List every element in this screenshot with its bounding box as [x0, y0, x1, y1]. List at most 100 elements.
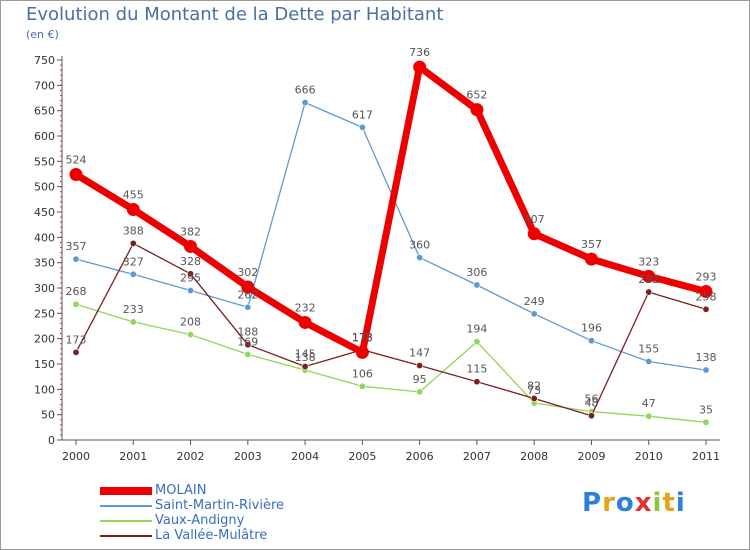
series-line — [75, 303, 707, 423]
data-label: 138 — [696, 351, 717, 364]
data-label: 48 — [584, 397, 598, 410]
y-tick-label: 550 — [34, 155, 55, 168]
x-tick-label: 2006 — [406, 450, 434, 463]
data-point — [244, 350, 252, 358]
data-point — [416, 388, 424, 396]
legend-swatch — [100, 520, 152, 522]
y-tick-label: 100 — [34, 383, 55, 396]
data-label: 617 — [352, 108, 373, 121]
data-label: 178 — [352, 331, 373, 344]
x-tick-label: 2000 — [62, 450, 90, 463]
data-point — [642, 269, 656, 283]
data-label: 360 — [409, 239, 430, 252]
x-tick-label: 2003 — [234, 450, 262, 463]
data-label: 262 — [237, 288, 258, 301]
data-label: 169 — [237, 335, 258, 348]
data-label: 47 — [642, 397, 656, 410]
data-point — [527, 227, 541, 241]
data-label: 357 — [66, 240, 87, 253]
data-label: 173 — [66, 333, 87, 346]
data-label: 95 — [413, 373, 427, 386]
data-label: 292 — [638, 273, 659, 286]
data-point — [413, 60, 427, 74]
data-label: 155 — [638, 342, 659, 355]
data-point — [416, 254, 424, 262]
x-tick-label: 2005 — [348, 450, 376, 463]
data-point — [72, 300, 80, 308]
data-point — [530, 394, 538, 402]
legend-swatch — [100, 505, 152, 507]
data-label: 323 — [638, 255, 659, 268]
data-point — [129, 239, 137, 247]
data-label: 73 — [527, 384, 541, 397]
data-point — [301, 99, 309, 107]
data-point — [702, 418, 710, 426]
y-tick-label: 650 — [34, 105, 55, 118]
x-tick-label: 2002 — [177, 450, 205, 463]
data-point — [358, 123, 366, 131]
data-label: 188 — [237, 326, 258, 339]
data-label: 455 — [123, 188, 144, 201]
data-point — [702, 366, 710, 374]
data-point — [473, 281, 481, 289]
data-point — [184, 239, 198, 253]
y-tick-label: 350 — [34, 257, 55, 270]
y-tick-label: 50 — [41, 409, 55, 422]
data-label: 302 — [237, 266, 258, 279]
y-tick-label: 0 — [48, 434, 55, 447]
proxiti-logo: Proxiti — [582, 488, 686, 518]
data-label: 293 — [696, 271, 717, 284]
data-label: 382 — [180, 225, 201, 238]
data-label: 268 — [66, 285, 87, 298]
data-point — [587, 412, 595, 420]
data-label: 233 — [123, 303, 144, 316]
chart-title: Evolution du Montant de la Dette par Hab… — [26, 4, 444, 25]
legend-label: La Vallée-Mulâtre — [155, 528, 268, 543]
data-point — [298, 315, 312, 329]
data-point — [129, 318, 137, 326]
data-point — [645, 412, 653, 420]
y-tick-label: 750 — [34, 54, 55, 67]
data-label: 232 — [295, 301, 316, 314]
data-point — [473, 378, 481, 386]
data-point — [470, 103, 484, 117]
y-tick-label: 200 — [34, 333, 55, 346]
data-label: 249 — [524, 295, 545, 308]
data-point — [530, 310, 538, 318]
legend-label: Vaux-Andigny — [155, 513, 245, 528]
data-point — [301, 363, 309, 371]
data-label: 145 — [295, 348, 316, 361]
data-label: 56 — [584, 393, 598, 406]
data-point — [241, 280, 255, 294]
data-point — [645, 288, 653, 296]
data-point — [355, 345, 369, 359]
y-tick-label: 600 — [34, 130, 55, 143]
x-tick-label: 2011 — [692, 450, 720, 463]
data-label: 82 — [527, 379, 541, 392]
data-label: 173 — [352, 331, 373, 344]
data-label: 666 — [295, 84, 316, 97]
series-line — [75, 242, 707, 417]
y-tick-label: 700 — [34, 79, 55, 92]
y-tick-label: 450 — [34, 206, 55, 219]
data-point — [587, 337, 595, 345]
data-label: 258 — [696, 290, 717, 303]
x-tick-label: 2004 — [291, 450, 319, 463]
legend-swatch — [100, 535, 152, 537]
data-label: 357 — [581, 238, 602, 251]
data-point — [645, 357, 653, 365]
data-label: 524 — [66, 154, 87, 167]
data-label: 407 — [524, 213, 545, 226]
data-label: 106 — [352, 367, 373, 380]
data-point — [699, 285, 713, 299]
data-label: 652 — [466, 89, 487, 102]
x-tick-label: 2008 — [520, 450, 548, 463]
data-label: 328 — [180, 255, 201, 268]
data-label: 194 — [466, 323, 487, 336]
y-tick-label: 150 — [34, 358, 55, 371]
y-tick-label: 400 — [34, 231, 55, 244]
data-point — [416, 362, 424, 370]
data-label: 208 — [180, 316, 201, 329]
data-point — [129, 270, 137, 278]
